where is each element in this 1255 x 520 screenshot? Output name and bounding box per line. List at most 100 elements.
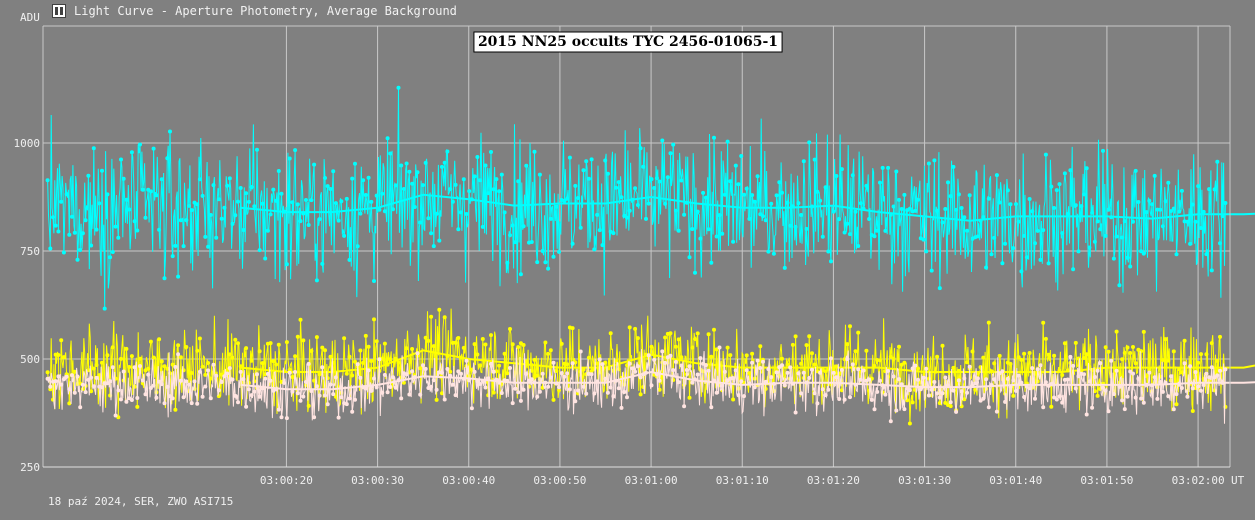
data-point [453,393,458,398]
data-point [1098,227,1103,232]
data-point [132,219,137,224]
data-point [1005,188,1010,193]
data-point [978,218,983,223]
data-point [290,375,295,379]
data-point [222,374,227,379]
data-point [176,352,181,357]
data-point [328,187,333,191]
data-point [1144,373,1149,378]
data-point [1003,241,1008,246]
data-point [714,390,719,395]
data-point [654,372,659,377]
data-point [418,220,423,225]
data-point [744,353,749,358]
data-point [469,197,474,202]
data-point [962,215,967,220]
data-point [1201,383,1206,387]
data-point [614,378,619,383]
data-point [720,383,725,388]
data-point [363,386,368,391]
data-point [257,349,262,354]
data-point [940,391,945,396]
data-point [486,191,491,196]
app-icon[interactable] [52,4,66,18]
data-point [679,178,684,183]
data-point [1223,367,1228,372]
data-point [284,340,289,345]
data-point [372,317,376,322]
data-point [883,392,888,397]
data-point [589,372,594,377]
data-point [725,139,730,144]
data-point [491,390,496,395]
data-point [483,385,488,390]
data-point [1101,148,1105,153]
data-point [187,203,191,208]
data-point [790,204,795,209]
data-point [314,278,319,283]
data-point [845,221,850,226]
data-point [701,190,706,195]
data-point [1082,192,1086,197]
data-point [391,375,395,380]
data-point [467,378,472,383]
data-point [293,370,298,374]
data-point [206,368,211,373]
data-point [1150,202,1154,207]
data-point [861,206,866,211]
data-point [1166,180,1171,185]
data-point [478,178,483,183]
data-point [189,208,194,213]
data-point [320,365,325,370]
data-point [230,221,235,226]
data-point [638,146,643,151]
data-point [725,345,730,350]
data-point [1060,400,1065,405]
data-point [948,194,953,199]
data-point [440,370,444,375]
data-point [110,250,115,254]
data-point [586,176,591,181]
data-point [951,388,956,393]
data-point [355,244,360,249]
data-point [333,375,338,380]
data-point [986,320,991,325]
data-point [339,395,344,400]
data-point [897,377,901,382]
data-point [399,396,404,401]
data-point [1095,219,1100,224]
data-point [162,364,167,369]
data-point [127,365,132,369]
data-point [1144,210,1149,215]
data-point [197,177,202,182]
data-point [363,333,368,338]
data-point [673,344,678,349]
data-point [1041,228,1046,233]
data-point [975,234,980,239]
data-point [529,377,534,382]
data-point [1160,358,1165,362]
data-point [839,368,844,372]
data-point [445,367,450,371]
data-point [744,186,749,191]
data-point [891,356,896,361]
data-point [499,391,504,395]
data-point [1041,320,1046,325]
data-point [630,366,635,371]
data-point [1131,371,1135,376]
data-point [1117,283,1122,288]
data-point [295,202,300,207]
data-point [761,214,765,219]
data-point [1163,380,1168,385]
data-point [508,366,512,370]
data-point [589,369,594,374]
data-point [1193,219,1198,224]
data-point [1163,199,1168,204]
data-point [589,157,594,162]
data-point [975,376,980,381]
data-point [279,415,284,420]
data-point [1092,239,1097,244]
data-point [1141,400,1146,405]
data-point [431,244,436,249]
data-point [456,336,461,340]
